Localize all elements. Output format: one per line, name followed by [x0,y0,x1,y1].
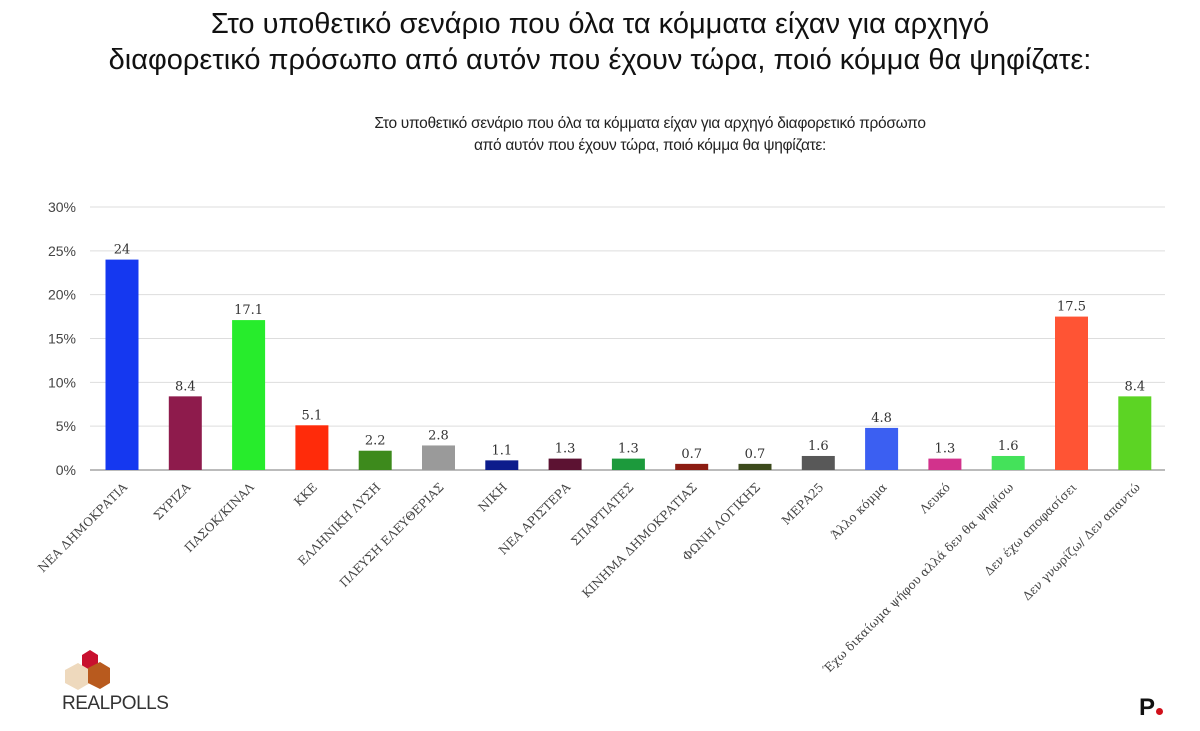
bar [991,455,1025,470]
bar [675,463,709,470]
x-tick-label: ΣΥΡΙΖΑ [151,480,194,523]
x-tick-label: ΠΑΣΟΚ/ΚΙΝΑΛ [182,480,257,555]
x-tick-label: ΚΙΝΗΜΑ ΔΗΜΟΚΡΑΤΙΑΣ [579,480,699,600]
y-tick-label: 0% [56,462,76,478]
bar [168,396,202,470]
bar [1118,396,1152,470]
bar [611,458,645,470]
y-tick-label: 25% [48,243,76,259]
x-tick-label: Λευκό [916,480,953,517]
bar [1055,316,1088,470]
bar [928,458,962,470]
bar [801,455,835,470]
realpolls-logo-icon [65,650,110,690]
chart-title-line-1: Στο υποθετικό σενάριο που όλα τα κόμματα… [374,115,926,132]
bar [548,458,582,470]
data-label: 1.3 [935,442,956,457]
y-tick-label: 5% [56,418,76,434]
bar [738,463,772,470]
x-tick-label: ΠΛΕΥΣΗ ΕΛΕΥΘΕΡΙΑΣ [337,480,447,590]
data-label: 2.2 [365,434,386,449]
bar [485,460,519,470]
data-label: 1.6 [998,439,1019,454]
realpolls-logo-text: REALPOLLS [62,693,169,714]
data-label: 17.5 [1057,300,1086,315]
bar [105,259,139,470]
x-tick-label: Δεν γνωρίζω/ Δεν απαντώ [1020,480,1143,603]
data-label: 0.7 [681,447,702,462]
data-label: 8.4 [175,379,196,394]
data-label: 5.1 [302,408,323,423]
y-tick-label: 30% [48,199,76,215]
x-tick-label: Άλλο κόμμα [827,480,889,542]
y-tick-label: 10% [48,374,76,390]
data-label: 1.6 [808,439,829,454]
page-title: Στο υποθετικό σενάριο που όλα τα κόμματα… [0,6,1200,78]
y-tick-label: 15% [48,331,76,347]
x-tick-label: ΜΕΡΑ25 [779,480,826,527]
bar [295,425,329,470]
bar [422,445,455,470]
bar [865,427,899,470]
bar [358,450,392,470]
title-line-1: Στο υποθετικό σενάριο που όλα τα κόμματα… [210,8,990,40]
y-tick-label: 20% [48,287,76,303]
data-label: 1.1 [491,443,512,458]
data-label: 4.8 [871,411,892,426]
x-tick-label: ΝΕΑ ΔΗΜΟΚΡΑΤΙΑ [35,480,130,575]
bar [232,320,266,470]
data-label: 1.3 [555,442,576,457]
data-label: 24 [114,243,131,258]
chart-title-line-2: από αυτόν που έχουν τώρα, ποιό κόμμα θα … [473,137,827,154]
data-label: 2.8 [428,428,449,443]
chart-title: Στο υποθετικό σενάριο που όλα τα κόμματα… [300,113,1000,157]
data-label: 0.7 [745,447,766,462]
data-label: 1.3 [618,442,639,457]
data-label: 17.1 [234,303,263,318]
x-tick-label: ΣΠΑΡΤΙΑΤΕΣ [568,480,636,548]
publisher-logo-icon: P [1139,694,1164,722]
data-label: 8.4 [1124,379,1145,394]
x-tick-label: ΝΙΚΗ [476,480,510,514]
x-tick-label: ΚΚΕ [291,480,320,509]
title-line-2: διαφορετικό πρόσωπο από αυτόν που έχουν … [108,44,1092,76]
